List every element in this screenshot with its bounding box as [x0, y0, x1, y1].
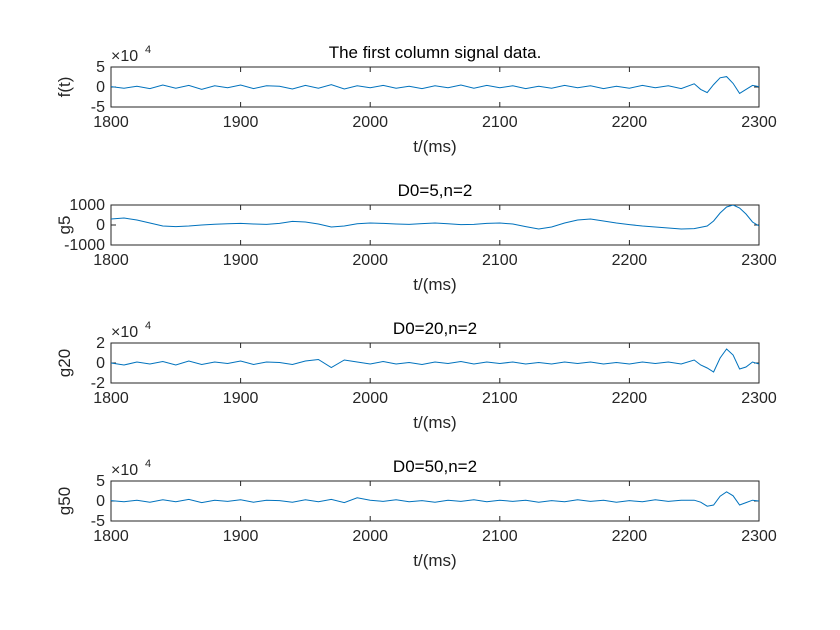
y-tick-label: 1000: [69, 197, 105, 214]
x-tick-label: 1800: [93, 252, 129, 269]
y-tick-label: 5: [96, 59, 105, 76]
x-tick-label: 2100: [482, 528, 518, 545]
subplot-1: The first column signal data. 1800 1900 200…: [55, 43, 777, 156]
x-tick-label: 2300: [741, 252, 777, 269]
series-line: [111, 76, 759, 95]
y-tick-label: 5: [96, 473, 105, 490]
x-tick-label: 2000: [352, 528, 388, 545]
series-line: [111, 205, 759, 230]
x-tick-label: 2200: [612, 528, 648, 545]
x-tick-label: 2200: [612, 390, 648, 407]
subplot-title: D0=20,n=2: [393, 319, 477, 338]
y-tick-label: -1000: [64, 237, 105, 254]
x-tick-label: 1900: [223, 114, 259, 131]
x-tick-label: 2300: [741, 528, 777, 545]
x-tick-label: 2000: [352, 114, 388, 131]
x-tick-label: 2200: [612, 252, 648, 269]
y-tick-label: 0: [96, 79, 105, 96]
y-axis-label: f(t): [55, 77, 74, 98]
series-line: [111, 348, 759, 373]
y-exponent-multiplier: ×10: [111, 324, 138, 341]
x-tick-label: 1900: [223, 252, 259, 269]
y-exponent-power: 4: [145, 458, 151, 470]
y-axis-label: g20: [55, 349, 74, 377]
x-tick-label: 2300: [741, 114, 777, 131]
x-tick-label: 1800: [93, 114, 129, 131]
x-axis-label: t/(ms): [413, 137, 456, 156]
x-tick-label: 1800: [93, 390, 129, 407]
x-tick-label: 2100: [482, 252, 518, 269]
x-tick-label: 2100: [482, 114, 518, 131]
y-tick-label: 0: [96, 355, 105, 372]
x-tick-label: 1800: [93, 528, 129, 545]
y-exponent-power: 4: [145, 320, 151, 332]
subplot-title: The first column signal data.: [329, 43, 542, 62]
y-axis-label: g5: [55, 216, 74, 235]
y-tick-label: 2: [96, 335, 105, 352]
y-exponent-multiplier: ×10: [111, 462, 138, 479]
x-axis-label: t/(ms): [413, 275, 456, 294]
y-axis-label: g50: [55, 487, 74, 515]
x-axis-label: t/(ms): [413, 551, 456, 570]
y-tick-label: -5: [91, 513, 105, 530]
subplot-title: D0=50,n=2: [393, 457, 477, 476]
x-axis-label: t/(ms): [413, 413, 456, 432]
y-exponent-power: 4: [145, 44, 151, 56]
series-line: [111, 491, 759, 507]
x-tick-label: 1900: [223, 390, 259, 407]
subplot-3: D0=20,n=2 1800 1900 2000 2100 2200 2300 2 0 -2 t/(…: [55, 319, 777, 432]
y-tick-label: 0: [96, 217, 105, 234]
y-tick-label: 0: [96, 493, 105, 510]
subplot-4: D0=50,n=2 1800 1900 2000 2100 2200 2300 5 0 -5 t/(…: [55, 457, 777, 570]
x-tick-label: 2200: [612, 114, 648, 131]
y-tick-label: -2: [91, 375, 105, 392]
subplot-2: D0=5,n=2 1800 1900 2000 2100 2200 2300 1000 0 -10…: [55, 181, 777, 294]
axes-box: [110, 204, 760, 246]
x-tick-label: 1900: [223, 528, 259, 545]
y-exponent-multiplier: ×10: [111, 48, 138, 65]
subplot-title: D0=5,n=2: [398, 181, 473, 200]
x-tick-label: 2300: [741, 390, 777, 407]
x-tick-label: 2100: [482, 390, 518, 407]
x-tick-label: 2000: [352, 252, 388, 269]
y-tick-label: -5: [91, 99, 105, 116]
x-tick-label: 2000: [352, 390, 388, 407]
